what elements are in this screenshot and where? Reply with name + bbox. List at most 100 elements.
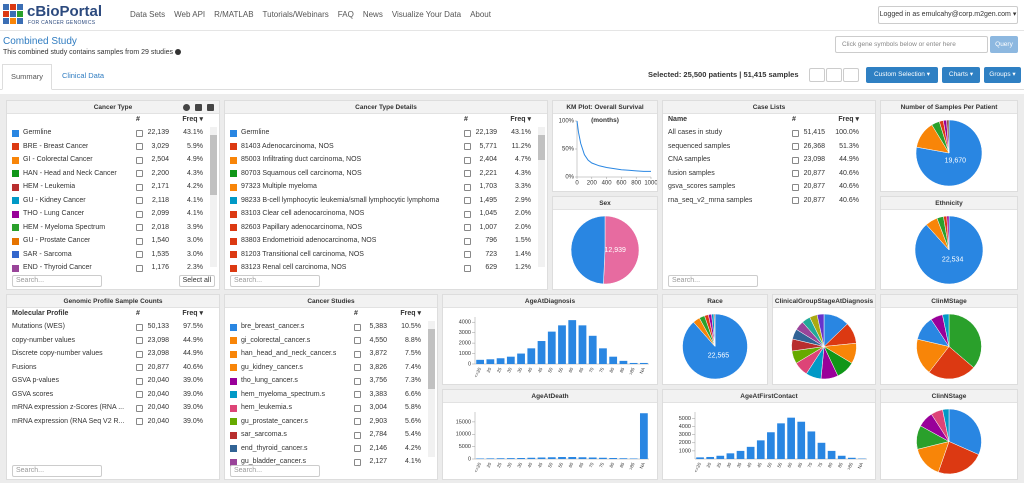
row-freq: 44.9% [183,350,203,357]
checkbox[interactable] [464,156,471,164]
color-swatch [230,143,237,150]
checkbox[interactable] [464,197,471,204]
pie-label: 22,565 [708,352,730,359]
checkbox[interactable] [136,143,143,150]
checkbox[interactable] [354,337,361,344]
checkbox[interactable] [136,129,143,137]
checkbox[interactable] [792,129,799,137]
checkbox[interactable] [136,350,143,358]
y-tick-label: 5000 [459,444,471,450]
checkbox[interactable] [792,156,799,164]
checkbox[interactable] [354,418,361,425]
checkbox[interactable] [136,210,143,218]
nav-link[interactable]: News [362,10,383,19]
checkbox[interactable] [136,337,143,344]
chart-panel: Case Lists Name # Freq All cases in study 51,… [662,100,876,290]
checkbox[interactable] [464,224,471,231]
row-label: BRE - Breast Cancer [23,142,89,150]
checkbox[interactable] [136,224,143,231]
checkbox[interactable] [354,404,361,412]
tab[interactable]: Clinical Data [62,71,105,80]
nav-link[interactable]: Web API [174,10,206,19]
gene-search[interactable]: Click gene symbols below or enter here [835,36,988,53]
row-freq: 4.2% [187,183,203,190]
row-label: bre_breast_cancer.s [241,323,305,330]
km-chart: 100% 50% 0%0 200 400 600 800 1000 [559,119,657,187]
checkbox[interactable] [354,377,361,385]
color-swatch [230,264,237,272]
color-swatch [230,445,237,452]
checkbox[interactable] [354,458,361,466]
select-all-button[interactable]: Select all [178,275,215,287]
panel-title: Genomic Profile Sample Counts [7,295,219,308]
nav-link[interactable]: About [470,10,491,19]
charts-button[interactable]: Charts [942,67,980,83]
nav-link[interactable]: Tutorials/Webinars [262,10,329,19]
checkbox[interactable] [792,183,799,191]
search-box[interactable]: Search... [12,465,102,477]
checkbox[interactable] [464,264,471,272]
checkbox[interactable] [464,210,471,218]
checkbox[interactable] [792,197,799,204]
checkbox[interactable] [354,431,361,439]
row-label: sar_sarcoma.s [241,431,287,438]
nav-link[interactable]: Data Sets [130,10,166,19]
checkbox[interactable] [136,364,143,371]
checkbox[interactable] [136,156,143,164]
checkbox[interactable] [136,170,143,177]
checkbox[interactable] [136,237,143,245]
checkbox[interactable] [136,404,143,412]
icon-button[interactable] [809,68,825,82]
groups-button[interactable]: Groups [984,67,1021,83]
checkbox[interactable] [354,323,361,331]
x-tick-label: <=20 [693,461,702,473]
icon-button[interactable] [826,68,842,82]
checkbox[interactable] [354,350,361,358]
query-button[interactable]: Query [990,36,1018,53]
checkbox[interactable] [464,251,471,258]
bar [797,421,806,459]
checkbox[interactable] [792,170,799,177]
row-count: 1,176 [151,264,169,271]
checkbox[interactable] [464,170,471,177]
bar [777,423,785,459]
add-icon[interactable] [174,49,181,56]
checkbox[interactable] [136,197,143,204]
checkbox[interactable] [136,323,143,331]
checkbox[interactable] [464,143,471,150]
user-menu[interactable]: Logged in as emulcahy@corp.m2gen.com [878,6,1018,24]
checkbox[interactable] [136,418,143,425]
panel-title: ClinNStage [881,390,1017,403]
checkbox[interactable] [354,391,361,398]
search-box[interactable]: Search... [12,275,102,287]
nav-link[interactable]: Visualize Your Data [391,10,462,19]
x-tick-label: 45 [537,366,544,373]
checkbox[interactable] [136,183,143,191]
custom-selection-button[interactable]: Custom Selection [866,67,938,83]
bar [609,356,618,364]
bar [547,457,556,459]
checkbox[interactable] [354,445,361,452]
checkbox[interactable] [136,377,143,385]
checkbox[interactable] [354,364,361,371]
search-box[interactable]: Search... [668,275,758,287]
checkbox[interactable] [136,264,143,272]
checkbox[interactable] [464,129,471,137]
icon-button[interactable] [843,68,859,82]
checkbox[interactable] [464,183,471,191]
nav-link[interactable]: R/MATLAB [214,10,254,19]
row-label: 81203 Transitional cell carcinoma, NOS [241,250,364,258]
search-box[interactable]: Search... [230,465,320,477]
search-box[interactable]: Search... [230,275,320,287]
logo-title[interactable]: cBioPortal [27,3,103,20]
tab-active[interactable]: Summary [2,64,52,90]
pie-chart: 22,534 [914,215,984,285]
nav-link[interactable]: FAQ [337,10,354,19]
color-swatch [12,183,19,191]
row-count: 2,171 [151,183,169,190]
checkbox[interactable] [464,237,471,245]
checkbox[interactable] [136,391,143,398]
checkbox[interactable] [136,251,143,258]
chart-panel: ClinNStage [880,389,1018,480]
checkbox[interactable] [792,143,799,150]
